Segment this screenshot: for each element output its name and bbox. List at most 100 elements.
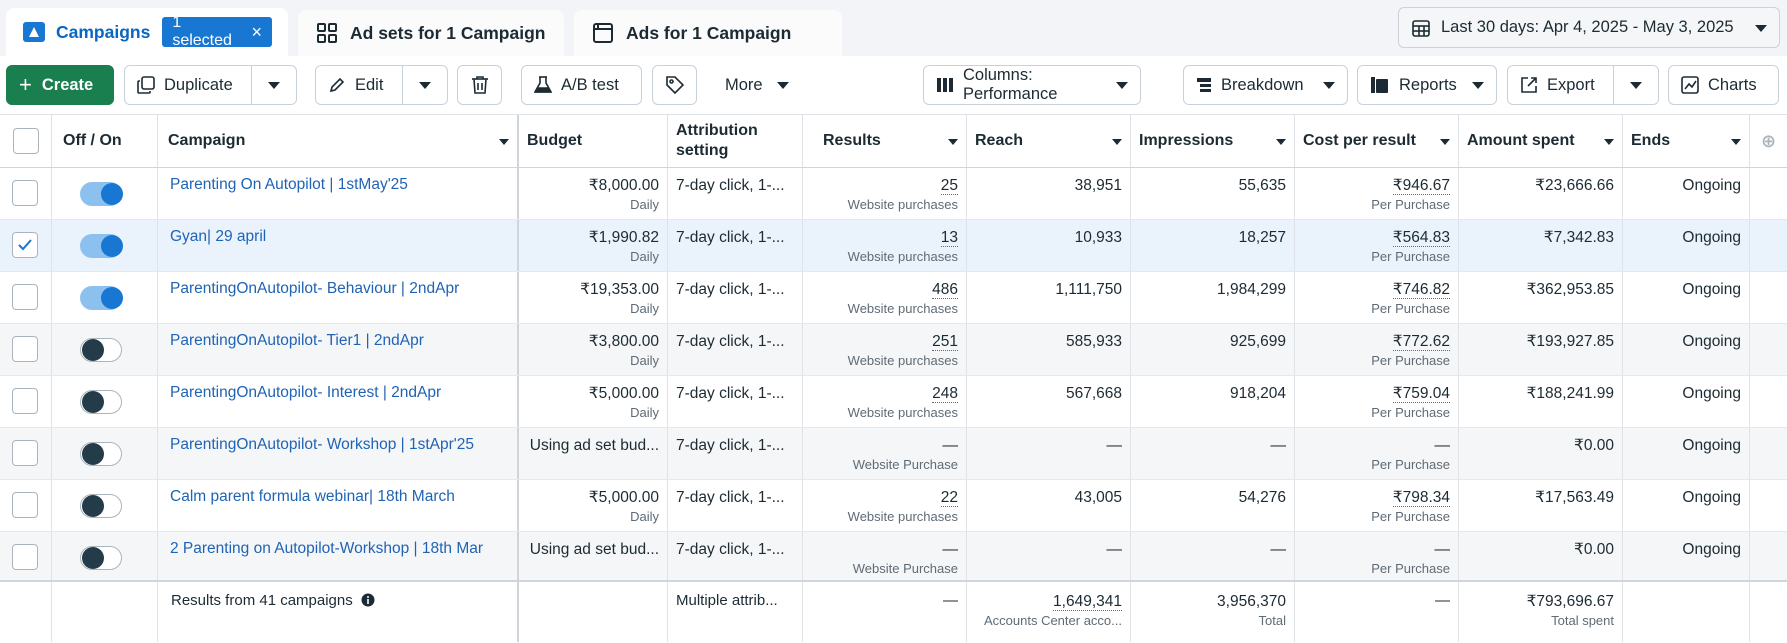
cost-per-result-value[interactable]: ₹798.34 [1392, 489, 1450, 507]
clear-selection-icon[interactable]: × [251, 21, 262, 42]
edit-dropdown[interactable] [402, 66, 447, 104]
edit-split-button: Edit [315, 65, 448, 105]
cost-per-result-value[interactable]: ₹772.62 [1392, 333, 1450, 351]
campaign-toggle[interactable] [80, 442, 122, 466]
table-row[interactable]: Parenting On Autopilot | 1stMay'25 ₹8,000… [0, 168, 1787, 220]
edit-button[interactable]: Edit [316, 66, 402, 104]
cost-per-result-value[interactable]: ₹564.83 [1392, 229, 1450, 247]
campaign-name-link[interactable]: Parenting On Autopilot | 1stMay'25 [170, 176, 408, 193]
ab-test-button[interactable]: A/B test [521, 65, 642, 105]
campaign-toggle[interactable] [80, 182, 123, 206]
tab-adsets[interactable]: Ad sets for 1 Campaign [298, 10, 564, 56]
export-dropdown[interactable] [1613, 66, 1658, 104]
table-row[interactable]: Gyan| 29 april ₹1,990.82 Daily 7-day click,… [0, 220, 1787, 272]
sort-caret-icon[interactable] [1604, 132, 1614, 150]
campaign-toggle[interactable] [80, 390, 122, 414]
row-checkbox[interactable] [12, 492, 38, 518]
col-campaign[interactable]: Campaign [158, 115, 519, 167]
col-reach[interactable]: Reach [967, 115, 1131, 167]
campaign-toggle[interactable] [80, 338, 122, 362]
table-row[interactable]: ParentingOnAutopilot- Tier1 | 2ndApr ₹3,8… [0, 324, 1787, 376]
sort-caret-icon[interactable] [1112, 132, 1122, 150]
budget-value: ₹3,800.00 [588, 333, 659, 350]
campaign-name-link[interactable]: ParentingOnAutopilot- Workshop | 1stApr'… [170, 436, 474, 453]
breakdown-button[interactable]: Breakdown [1183, 65, 1348, 105]
charts-button[interactable]: Charts [1668, 65, 1779, 105]
tab-ads[interactable]: Ads for 1 Campaign [574, 10, 842, 56]
create-button[interactable]: + Create [6, 65, 114, 105]
cost-per-result-value[interactable]: ₹759.04 [1392, 385, 1450, 403]
results-value[interactable]: — [942, 437, 959, 454]
attribution-value: 7-day click, 1-... [676, 437, 785, 454]
reach-value: 43,005 [1074, 489, 1122, 506]
table-row[interactable]: Calm parent formula webinar| 18th March ₹… [0, 480, 1787, 532]
results-value[interactable]: 25 [940, 177, 958, 195]
row-attribution-cell: 7-day click, 1-... [668, 220, 803, 271]
campaign-name-link[interactable]: Calm parent formula webinar| 18th March [170, 488, 455, 505]
duplicate-button[interactable]: Duplicate [125, 66, 251, 104]
footer-cpr: — [1295, 582, 1459, 642]
sort-caret-icon[interactable] [499, 132, 509, 150]
results-value[interactable]: — [942, 541, 959, 558]
date-range-picker[interactable]: Last 30 days: Apr 4, 2025 - May 3, 2025 [1398, 7, 1780, 48]
duplicate-dropdown[interactable] [251, 66, 296, 104]
sort-caret-icon[interactable] [1440, 132, 1450, 150]
tab-campaigns[interactable]: Campaigns 1 selected × [6, 8, 288, 56]
row-checkbox[interactable] [12, 180, 38, 206]
more-button[interactable]: More [712, 65, 812, 105]
results-value[interactable]: 22 [940, 489, 958, 507]
sort-caret-icon[interactable] [1731, 132, 1741, 150]
results-value[interactable]: 486 [932, 281, 958, 299]
row-checkbox[interactable] [12, 284, 38, 310]
col-results[interactable]: Results [803, 115, 967, 167]
campaign-toggle[interactable] [80, 546, 122, 570]
col-off-on[interactable]: Off / On [52, 115, 158, 167]
footer-reach-value[interactable]: 1,649,341 [1053, 593, 1122, 611]
cost-per-result-value[interactable]: — [1434, 437, 1451, 454]
impressions-value: 925,699 [1229, 333, 1286, 350]
row-checkbox[interactable] [12, 544, 38, 570]
columns-button[interactable]: Columns: Performance [923, 65, 1141, 105]
row-checkbox[interactable] [12, 336, 38, 362]
campaign-name-link[interactable]: 2 Parenting on Autopilot-Workshop | 18th… [170, 540, 484, 557]
row-checkbox[interactable] [12, 388, 38, 414]
row-checkbox[interactable] [12, 232, 38, 258]
col-ends[interactable]: Ends [1623, 115, 1750, 167]
results-value[interactable]: 248 [932, 385, 958, 403]
add-column-button[interactable]: ⊕ [1750, 115, 1787, 167]
results-value[interactable]: 251 [932, 333, 958, 351]
col-attribution[interactable]: Attribution setting [668, 115, 803, 167]
tag-button[interactable] [652, 65, 697, 105]
campaign-toggle[interactable] [80, 494, 122, 518]
col-impressions[interactable]: Impressions [1131, 115, 1295, 167]
campaign-toggle[interactable] [80, 286, 123, 310]
campaign-name-link[interactable]: ParentingOnAutopilot- Behaviour | 2ndApr [170, 280, 460, 297]
reports-button[interactable]: Reports [1357, 65, 1497, 105]
cost-per-result-value[interactable]: ₹746.82 [1392, 281, 1450, 299]
col-budget[interactable]: Budget [519, 115, 668, 167]
table-row[interactable]: ParentingOnAutopilot- Workshop | 1stApr'… [0, 428, 1787, 480]
table-row[interactable]: 2 Parenting on Autopilot-Workshop | 18th… [0, 532, 1787, 584]
cost-per-result-value[interactable]: ₹946.67 [1392, 177, 1450, 195]
info-icon[interactable] [361, 593, 375, 607]
row-reach-cell: 38,951 [967, 168, 1131, 219]
row-reach-cell: 10,933 [967, 220, 1131, 271]
row-cpr-cell: ₹564.83 Per Purchase [1295, 220, 1459, 271]
row-checkbox[interactable] [12, 440, 38, 466]
campaign-toggle[interactable] [80, 234, 123, 258]
reach-value: — [1106, 437, 1123, 454]
col-amount-spent[interactable]: Amount spent [1459, 115, 1623, 167]
campaign-name-link[interactable]: ParentingOnAutopilot- Tier1 | 2ndApr [170, 332, 424, 349]
delete-button[interactable] [457, 65, 502, 105]
sort-caret-icon[interactable] [948, 132, 958, 150]
campaign-name-link[interactable]: Gyan| 29 april [170, 228, 267, 245]
campaign-name-link[interactable]: ParentingOnAutopilot- Interest | 2ndApr [170, 384, 442, 401]
sort-caret-icon[interactable] [1276, 132, 1286, 150]
results-value[interactable]: 13 [940, 229, 958, 247]
export-button[interactable]: Export [1508, 66, 1613, 104]
table-row[interactable]: ParentingOnAutopilot- Interest | 2ndApr ₹… [0, 376, 1787, 428]
col-cost-per-result[interactable]: Cost per result [1295, 115, 1459, 167]
cost-per-result-value[interactable]: — [1434, 541, 1451, 558]
select-all-checkbox[interactable] [12, 128, 39, 154]
table-row[interactable]: ParentingOnAutopilot- Behaviour | 2ndApr… [0, 272, 1787, 324]
